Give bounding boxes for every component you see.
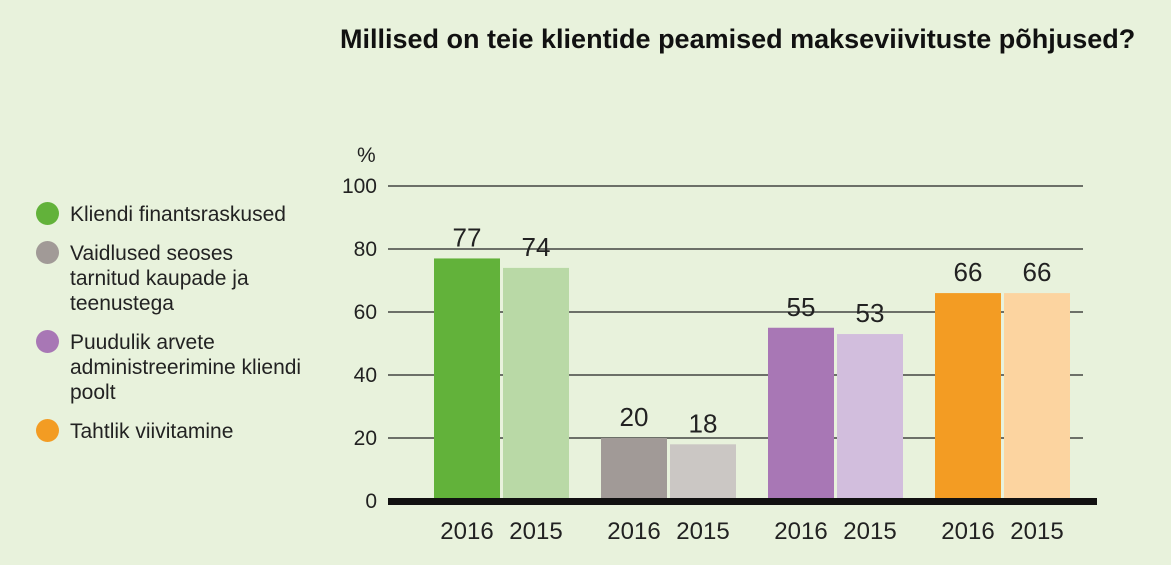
y-tick-label: 100: [342, 175, 377, 198]
legend-item: Kliendi finantsraskused: [36, 202, 306, 227]
legend-swatch-icon: [36, 330, 59, 353]
legend-label: Puudulik arvete administreerimine kliend…: [70, 331, 302, 404]
bar: [434, 258, 500, 501]
x-tick-label: 2016: [607, 518, 660, 545]
legend-label: Kliendi finantsraskused: [70, 203, 286, 226]
x-tick-label: 2016: [440, 518, 493, 545]
bar: [935, 293, 1001, 501]
x-tick-label: 2015: [1010, 518, 1063, 545]
data-label: 77: [453, 222, 482, 252]
x-tick-label: 2015: [509, 518, 562, 545]
bar: [601, 438, 667, 501]
y-axis-unit-label: %: [357, 144, 376, 167]
x-tick-label: 2015: [676, 518, 729, 545]
bar: [837, 334, 903, 501]
y-tick-label: 60: [354, 301, 377, 324]
bar: [503, 267, 569, 501]
bar: [670, 444, 736, 501]
data-label: 66: [954, 257, 983, 287]
y-tick-label: 80: [354, 238, 377, 261]
data-label: 66: [1023, 257, 1052, 287]
y-tick-label: 20: [354, 427, 377, 450]
x-tick-label: 2016: [941, 518, 994, 545]
x-tick-label: 2015: [843, 518, 896, 545]
x-axis-baseline: [388, 498, 1097, 505]
x-tick-label: 2016: [774, 518, 827, 545]
data-label: 53: [856, 298, 885, 328]
bar: [768, 327, 834, 501]
legend-swatch-icon: [36, 202, 59, 225]
legend-label: Tahtlik viivitamine: [70, 420, 234, 443]
legend: Kliendi finantsraskused Vaidlused seoses …: [36, 202, 306, 458]
legend-item: Puudulik arvete administreerimine kliend…: [36, 330, 306, 405]
bar: [1004, 293, 1070, 501]
chart-title: Millised on teie klientide peamised maks…: [340, 24, 1136, 54]
data-label: 18: [689, 408, 718, 438]
y-tick-label: 40: [354, 364, 377, 387]
legend-item: Tahtlik viivitamine: [36, 419, 306, 444]
data-label: 20: [620, 402, 649, 432]
y-tick-label: 0: [365, 490, 377, 513]
legend-swatch-icon: [36, 241, 59, 264]
legend-swatch-icon: [36, 419, 59, 442]
data-label: 55: [787, 292, 816, 322]
legend-item: Vaidlused seoses tarnitud kaupade ja tee…: [36, 241, 306, 316]
legend-label: Vaidlused seoses tarnitud kaupade ja tee…: [70, 242, 249, 315]
data-label: 74: [522, 232, 551, 262]
